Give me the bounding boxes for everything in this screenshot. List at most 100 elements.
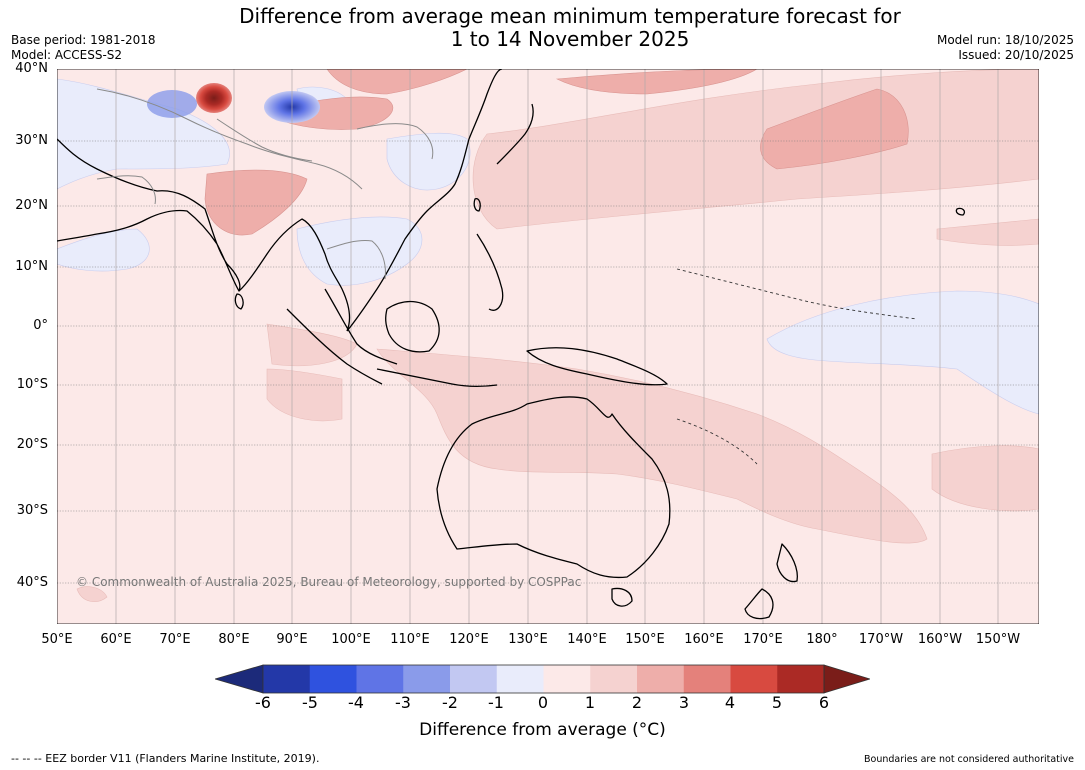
lon-label-50e: 50°E: [41, 632, 73, 647]
colorbar-label: Difference from average (°C): [419, 720, 666, 740]
lon-label-160e: 160°E: [684, 632, 724, 647]
colorbar-cell: [637, 665, 685, 693]
coastline-new-guinea: [526, 347, 668, 386]
lon-label-80e: 80°E: [218, 632, 250, 647]
coastline-tasmania: [611, 587, 633, 607]
warm-western-nw: [555, 69, 758, 95]
border-himalaya: [216, 118, 313, 162]
cool-equatorial-pacific: [766, 290, 1039, 415]
colorbar-cell: [450, 665, 498, 693]
coastline-new-zealand-south: [744, 588, 774, 620]
coastline-java: [376, 368, 498, 388]
title-line-2: 1 to 14 November 2025: [450, 27, 690, 51]
warm-north-pacific-core: [760, 88, 909, 170]
cool-southeast-asia: [296, 216, 423, 286]
lon-label-160w: 160°W: [917, 632, 963, 647]
coastline-new-zealand-north: [776, 543, 798, 583]
lat-label-0: 0°: [33, 318, 48, 333]
colorbar-tick-6: 6: [818, 693, 830, 712]
colorbar-arrow-high: [823, 664, 870, 694]
eez-borders: [676, 268, 918, 465]
coastline-philippines: [476, 233, 504, 311]
lon-label-170e: 170°E: [743, 632, 783, 647]
colorbar-cell: [543, 665, 591, 693]
lon-label-150e: 150°E: [625, 632, 665, 647]
cold-spot-pamir: [147, 90, 197, 118]
colorbar-cell: [730, 665, 778, 693]
coastlines: [57, 69, 966, 620]
lon-label-60e: 60°E: [100, 632, 132, 647]
border-southern-asia: [96, 175, 156, 205]
cool-east-china: [386, 132, 471, 191]
country-borders: [96, 88, 434, 280]
colorbar-cells: [215, 664, 870, 694]
base-period: Base period: 1981-2018: [11, 33, 156, 47]
colorbar-tick-5: 5: [771, 693, 783, 712]
anomaly-tasman: [76, 586, 108, 602]
eez-footnote: -- -- -- EEZ border V11 (Flanders Marine…: [11, 752, 320, 765]
coastline-japan: [496, 103, 534, 165]
coastline-borneo: [385, 300, 440, 353]
colorbar-tick-neg3: -3: [395, 693, 411, 712]
coastline-bay-of-bengal: [238, 218, 351, 332]
lon-label-90e: 90°E: [276, 632, 308, 647]
meta-left: Base period: 1981-2018 Model: ACCESS-S2: [11, 33, 156, 63]
lat-label-30s: 30°S: [16, 503, 48, 518]
cool-arabian-sea: [57, 228, 150, 272]
boundaries-disclaimer: Boundaries are not considered authoritat…: [864, 754, 1074, 765]
lat-label-40n: 40°N: [15, 61, 48, 76]
anomaly-australia-warm: [376, 348, 928, 544]
border-east-mongolia: [356, 123, 434, 160]
colorbar-cell: [403, 665, 451, 693]
lat-label-10n: 10°N: [15, 259, 48, 274]
colorbar-tick-3: 3: [678, 693, 690, 712]
colorbar-cell: [590, 665, 638, 693]
cool-shading: [57, 78, 1039, 415]
map-title: Difference from average mean minimum tem…: [200, 5, 940, 51]
cool-central-asia: [57, 78, 230, 190]
anomaly-southwest-pacific: [931, 445, 1039, 512]
coastline-australia: [436, 396, 671, 579]
lat-label-20s: 20°S: [16, 437, 48, 452]
issued-date: Issued: 20/10/2025: [958, 48, 1074, 62]
colorbar-tick-2: 2: [631, 693, 643, 712]
lon-label-130e: 130°E: [508, 632, 548, 647]
coastline-taiwan: [473, 198, 481, 212]
forecast-map: [57, 69, 1039, 624]
coastline-malay: [324, 288, 398, 365]
model-name: Model: ACCESS-S2: [11, 48, 123, 62]
lat-label-20n: 20°N: [15, 198, 48, 213]
coastline-sri-lanka: [234, 293, 244, 310]
lon-label-110e: 110°E: [390, 632, 430, 647]
lat-label-40s: 40°S: [16, 575, 48, 590]
warm-arctic-border: [326, 69, 468, 95]
meridians: [115, 69, 999, 624]
colorbar-tick-1: 1: [584, 693, 596, 712]
colorbar-cell: [263, 665, 311, 693]
lon-label-150w: 150°W: [975, 632, 1021, 647]
anomaly-west-pacific-small: [266, 368, 343, 422]
lon-label-140e: 140°E: [567, 632, 607, 647]
colorbar-cell: [496, 665, 544, 693]
meta-right: Model run: 18/10/2025 Issued: 20/10/2025: [937, 33, 1074, 63]
coastline-hawaii: [955, 207, 966, 216]
colorbar-cell: [777, 665, 825, 693]
model-run: Model run: 18/10/2025: [936, 33, 1074, 47]
coastline-east-asia: [346, 69, 503, 332]
title-line-1: Difference from average mean minimum tem…: [239, 4, 901, 28]
lon-label-170w: 170°W: [858, 632, 904, 647]
copyright-notice: © Commonwealth of Australia 2025, Bureau…: [76, 575, 582, 589]
colorbar-cell: [356, 665, 404, 693]
hot-spot-himalaya: [196, 83, 232, 113]
warm-india: [204, 169, 308, 236]
lat-label-10s: 10°S: [16, 377, 48, 392]
colorbar-tick-neg5: -5: [302, 693, 318, 712]
border-indochina: [326, 240, 386, 280]
colorbar-tick-0: 0: [537, 693, 549, 712]
colorbar: [215, 664, 870, 694]
gridlines: [57, 140, 1039, 584]
colorbar-tick-neg1: -1: [488, 693, 504, 712]
lon-label-70e: 70°E: [159, 632, 191, 647]
colorbar-arrow-low: [215, 664, 264, 694]
colorbar-tick-neg4: -4: [348, 693, 364, 712]
